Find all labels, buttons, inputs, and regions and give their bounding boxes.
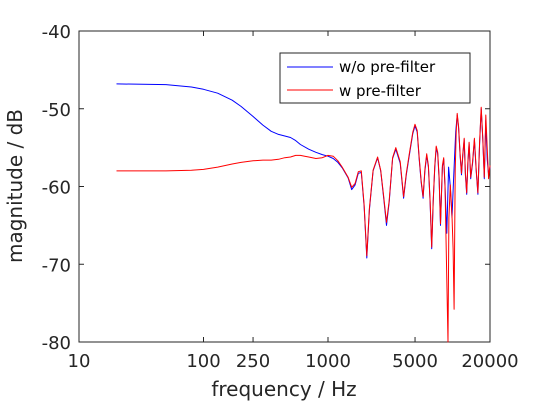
x-axis-label: frequency / Hz — [211, 377, 356, 401]
x-tick-label: 250 — [236, 351, 270, 372]
x-tick-label: 100 — [186, 351, 220, 372]
x-tick-label: 20000 — [461, 351, 518, 372]
ticks-layer: 10 100 250 1000 5000 20000 -80 -70 -60 -50 -40 — [42, 22, 519, 372]
series-layer — [116, 83, 491, 343]
x-tick-label: 10 — [68, 351, 91, 372]
y-tick-label: -40 — [42, 22, 71, 43]
x-tick-label: 1000 — [305, 351, 351, 372]
legend-box — [279, 52, 471, 104]
legend-label-without-prefilter: w/o pre-filter — [339, 58, 436, 76]
y-tick-label: -70 — [42, 255, 71, 276]
legend: w/o pre-filter w pre-filter — [279, 52, 471, 104]
y-tick-label: -50 — [42, 100, 71, 121]
series-line-1 — [116, 106, 491, 343]
legend-label-with-prefilter: w pre-filter — [339, 82, 422, 100]
y-tick-label: -80 — [42, 333, 71, 354]
y-tick-label: -60 — [42, 178, 71, 199]
y-axis-label: magnitude / dB — [3, 109, 27, 263]
x-tick-label: 5000 — [392, 351, 438, 372]
